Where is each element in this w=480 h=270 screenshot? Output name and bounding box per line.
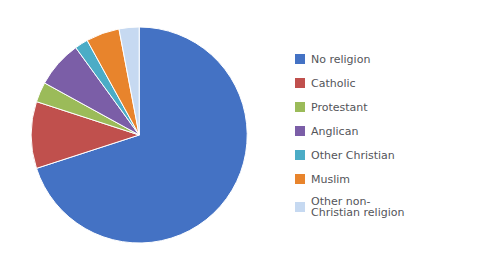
- svg-text:Anglican: Anglican: [311, 125, 358, 138]
- svg-text:Other non-: Other non-: [311, 195, 371, 208]
- svg-text:Christian religion: Christian religion: [311, 206, 404, 219]
- svg-text:No religion: No religion: [311, 53, 370, 66]
- svg-text:Catholic: Catholic: [311, 77, 356, 90]
- svg-text:Protestant: Protestant: [311, 101, 368, 114]
- svg-text:Muslim: Muslim: [311, 173, 350, 186]
- svg-text:Other Christian: Other Christian: [311, 149, 395, 162]
